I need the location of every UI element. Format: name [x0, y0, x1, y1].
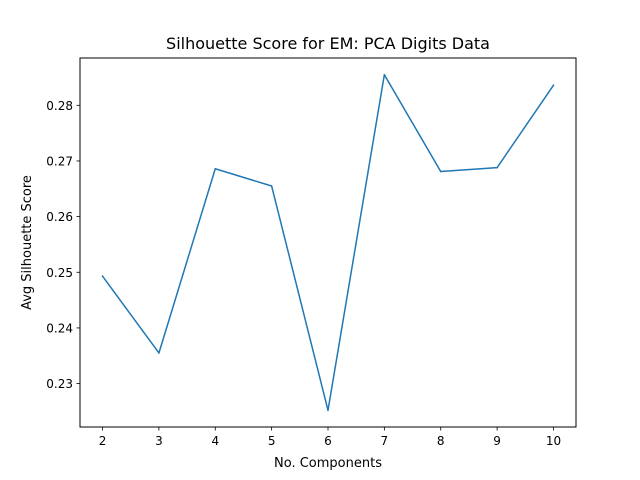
plot-area	[101, 73, 555, 412]
y-tick-label: 0.25	[46, 266, 73, 280]
y-tick-label: 0.28	[46, 99, 73, 113]
x-tick-label: 7	[381, 434, 389, 448]
data-point	[270, 185, 273, 187]
y-tick-label: 0.27	[46, 154, 73, 168]
data-point	[496, 166, 498, 169]
data-point	[383, 73, 386, 76]
axes-frame	[79, 57, 577, 428]
y-tick-label: 0.26	[46, 210, 73, 224]
y-tick-label: 0.24	[46, 321, 73, 335]
x-tick-label: 8	[437, 434, 445, 448]
x-tick-label: 4	[211, 434, 219, 448]
y-axis-label: Avg Silhouette Score	[20, 175, 35, 310]
x-tick-label: 10	[546, 434, 561, 448]
data-point	[439, 170, 442, 173]
data-point	[158, 352, 160, 354]
data-point	[214, 167, 217, 170]
y-tick-label: 0.23	[46, 377, 73, 391]
x-tick-label: 6	[324, 434, 332, 448]
x-tick-label: 5	[268, 434, 276, 448]
series-line-0	[101, 73, 555, 412]
data-point	[101, 275, 104, 277]
x-tick-label: 9	[493, 434, 501, 448]
x-axis: 2 3 4 5 6 7 8 9 10	[99, 427, 561, 448]
data-point	[552, 84, 555, 87]
chart-title: Silhouette Score for EM: PCA Digits Data	[166, 34, 490, 53]
x-tick-label: 2	[99, 434, 107, 448]
x-axis-label: No. Components	[274, 456, 382, 471]
x-tick-label: 3	[155, 434, 163, 448]
data-point	[327, 409, 329, 412]
y-axis: 0.23 0.24 0.25 0.26 0.27 0.28	[46, 99, 80, 391]
